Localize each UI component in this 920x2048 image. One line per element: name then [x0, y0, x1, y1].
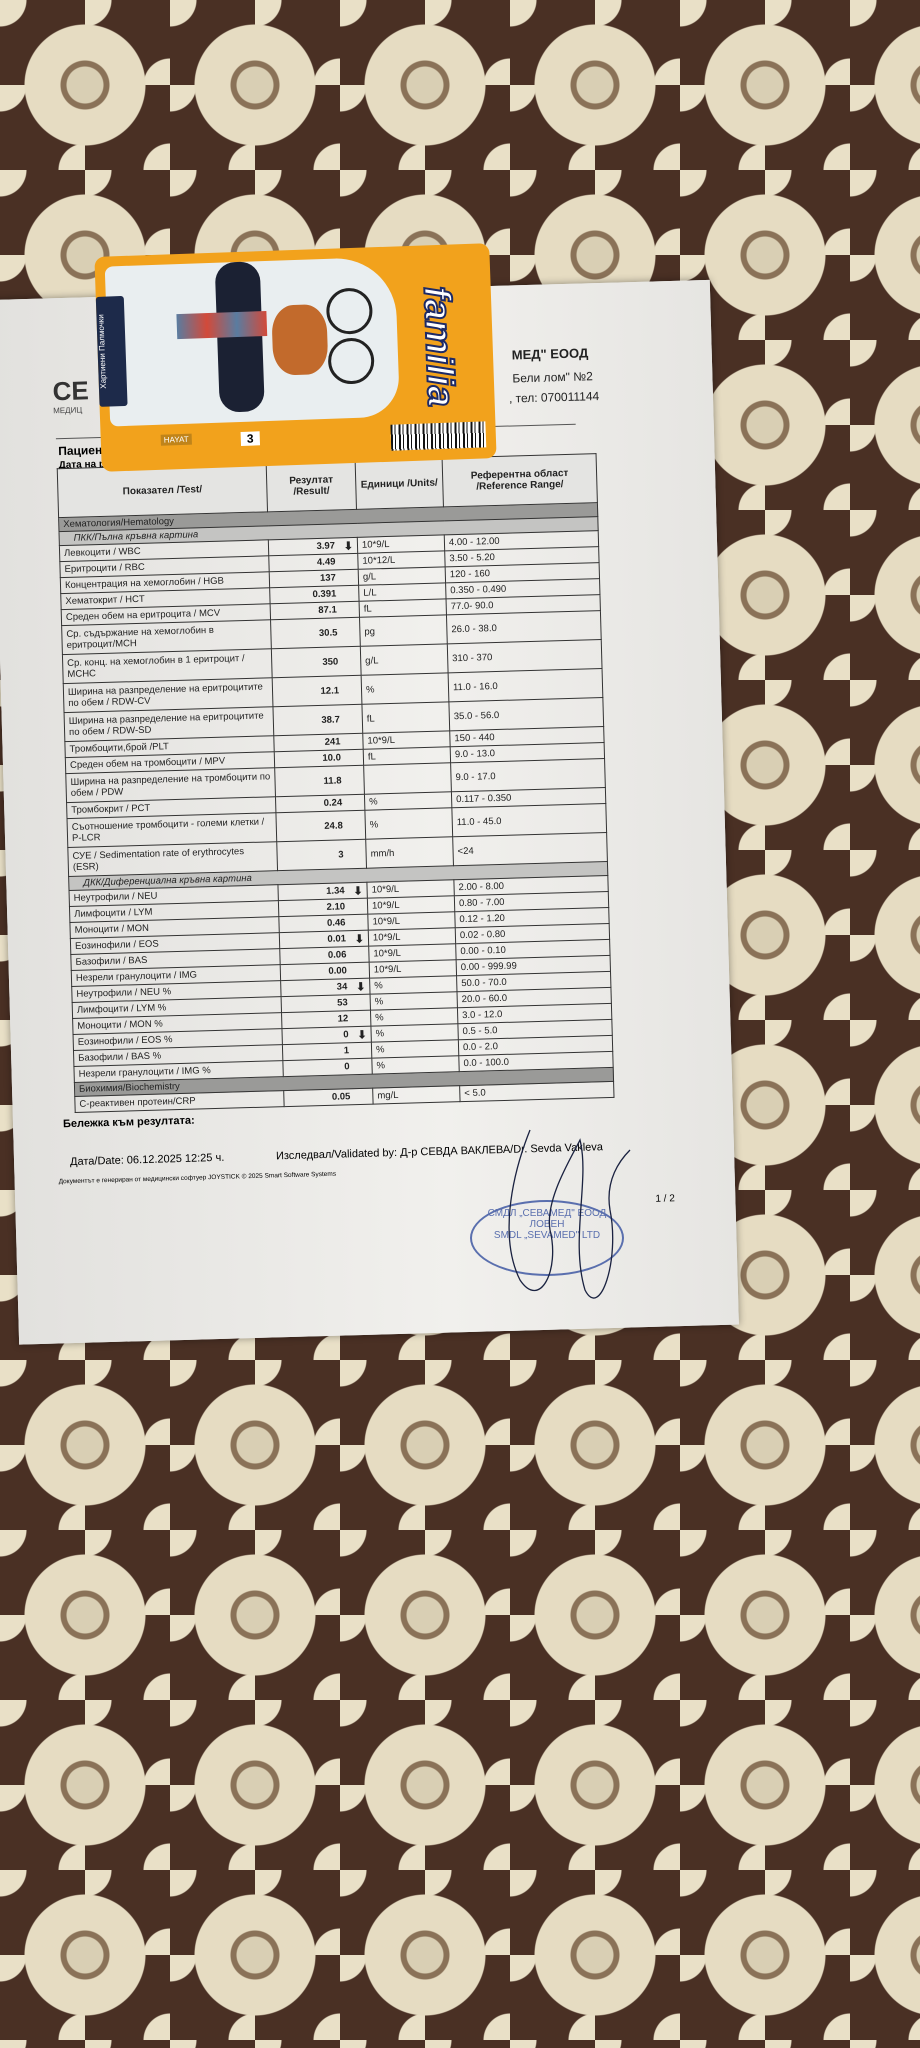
units: % [361, 672, 449, 705]
result-value: 0.05 [331, 1091, 351, 1103]
result-value: 1 [343, 1045, 350, 1057]
reference-range: <24 [452, 832, 608, 866]
units: % [364, 807, 453, 840]
reference-range: 11.0 - 16.0 [448, 668, 603, 702]
result-cell: 350 [271, 646, 362, 678]
company-phone: , тел: 070011144 [508, 389, 600, 406]
lab-logo: СЕ [52, 375, 90, 407]
result-note-label: Бележка към резултата: [62, 1114, 195, 1131]
low-flag-arrow-icon: ⬇ [357, 1028, 367, 1042]
low-flag-arrow-icon: ⬇ [355, 980, 366, 994]
lab-logo-sub: МЕДИЦ [52, 405, 83, 416]
units: pg [359, 614, 448, 647]
tissue-maker: HAYAT [160, 433, 192, 446]
result-cell: 24.8 [275, 810, 366, 842]
result-value: 38.7 [321, 713, 341, 726]
tissue-pack: Хартиени Палмочки familia HAYAT 3 [94, 243, 497, 472]
signature [508, 1129, 631, 1299]
software-note: Документът е генериран от медицински соф… [58, 1170, 337, 1186]
reference-range: 26.0 - 38.0 [446, 610, 602, 644]
col-test: Показател /Test/ [57, 462, 268, 518]
low-flag-arrow-icon: ⬇ [354, 932, 365, 946]
low-flag-arrow-icon: ⬇ [343, 539, 354, 553]
units [363, 762, 452, 795]
reference-range: 310 - 370 [447, 639, 603, 673]
result-value: 0 [344, 1061, 350, 1073]
stamp-bottom-text: SMDL „SEVAMED" LTD [493, 1230, 601, 1241]
result-value: 241 [324, 736, 341, 748]
result-value: 12 [337, 1013, 349, 1025]
result-value: 34 [336, 981, 348, 993]
result-value: 3.97 [316, 540, 336, 552]
result-value: 10.0 [322, 752, 342, 764]
tissue-brand: familia [414, 285, 462, 409]
col-units: Единици /Units/ [355, 457, 444, 510]
tissue-side-label: Хартиени Палмочки [95, 295, 128, 407]
result-value: 12.1 [320, 684, 340, 697]
result-value: 30.5 [318, 626, 338, 639]
result-cell: 0.05 [283, 1088, 374, 1107]
report-date: Дата/Date: 06.12.2025 12:25 ч. [69, 1151, 225, 1169]
barcode [390, 421, 487, 451]
result-value: 0.391 [312, 588, 337, 601]
reference-range: < 5.0 [459, 1081, 615, 1102]
reference-range: 11.0 - 45.0 [451, 803, 607, 837]
lab-stamp: СМДЛ „СЕВАМЕД" ЕООД ЛОВЕН SMDL „SEVAMED"… [470, 1200, 624, 1276]
result-value: 11.8 [323, 774, 342, 787]
result-value: 53 [337, 997, 348, 1009]
result-value: 3 [338, 848, 344, 860]
result-value: 1.34 [325, 885, 345, 897]
result-value: 0.24 [323, 797, 343, 809]
result-cell: 11.8 [274, 765, 365, 797]
tissue-count: 3 [240, 431, 260, 446]
result-cell: 30.5 [270, 617, 361, 649]
result-value: 0.00 [328, 965, 348, 977]
result-value: 0.46 [326, 917, 346, 929]
stamp-top-text: СМДЛ „СЕВАМЕД" ЕООД [487, 1208, 607, 1219]
result-value: 350 [322, 655, 339, 668]
result-value: 2.10 [326, 901, 346, 913]
units: fL [361, 701, 450, 734]
result-value: 0.06 [327, 949, 347, 961]
result-value: 137 [319, 572, 337, 584]
result-value: 0.01 [327, 933, 347, 945]
result-value: 87.1 [318, 604, 337, 616]
result-cell: 38.7 [272, 704, 363, 736]
results-table: Показател /Test/ Резултат /Result/ Едини… [57, 453, 615, 1113]
result-value: 0 [343, 1029, 349, 1041]
units: g/L [360, 643, 449, 676]
company-name: МЕД" ЕООД [511, 345, 589, 363]
result-cell: 12.1 [272, 675, 362, 707]
col-result: Резултат /Result/ [266, 460, 357, 512]
result-value: 4.49 [316, 556, 336, 568]
company-address: Бели лом" №2 [512, 369, 593, 386]
units: mm/h [365, 836, 454, 869]
result-cell: 0 [282, 1058, 373, 1077]
col-ref: Референтна област /Reference Range/ [442, 453, 598, 507]
stamp-middle-text: ЛОВЕН [529, 1219, 565, 1230]
low-flag-arrow-icon: ⬇ [353, 884, 363, 898]
result-value: 24.8 [324, 819, 343, 832]
units: mg/L [372, 1085, 461, 1105]
result-cell: 3 [276, 839, 367, 871]
reference-range: 9.0 - 17.0 [450, 758, 606, 792]
reference-range: 35.0 - 56.0 [448, 697, 604, 731]
